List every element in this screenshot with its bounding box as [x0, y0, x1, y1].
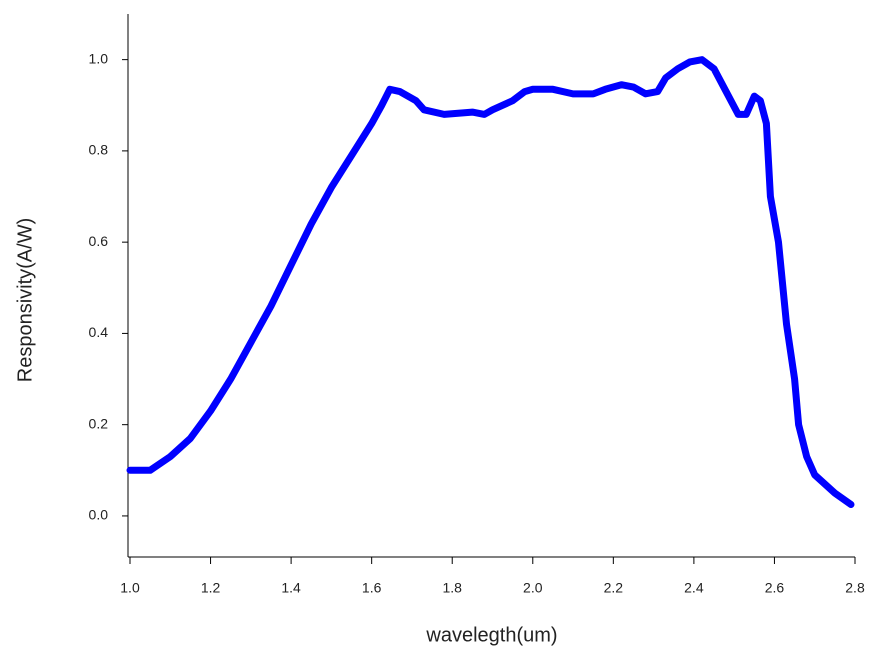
x-tick-label: 2.6	[765, 580, 785, 596]
y-tick-label: 0.6	[89, 233, 109, 249]
x-tick-label: 1.4	[281, 580, 301, 596]
x-tick-label: 2.0	[523, 580, 543, 596]
x-tick-label: 1.6	[362, 580, 382, 596]
x-tick-label: 2.2	[604, 580, 624, 596]
x-tick-label: 1.0	[120, 580, 140, 596]
y-tick-label: 1.0	[89, 50, 109, 66]
x-axis-title: wavelegth(um)	[425, 624, 557, 646]
x-tick-label: 2.4	[684, 580, 704, 596]
data-line	[126, 56, 855, 509]
x-tick-label: 1.2	[201, 580, 221, 596]
x-tick-label: 1.8	[442, 580, 462, 596]
y-tick-label: 0.4	[89, 324, 109, 340]
x-tick-label: 2.8	[845, 580, 865, 596]
y-axis-title: Responsivity(A/W)	[14, 218, 36, 382]
y-tick-label: 0.0	[89, 507, 109, 523]
y-tick-label: 0.2	[89, 415, 109, 431]
y-tick-label: 0.8	[89, 142, 109, 158]
